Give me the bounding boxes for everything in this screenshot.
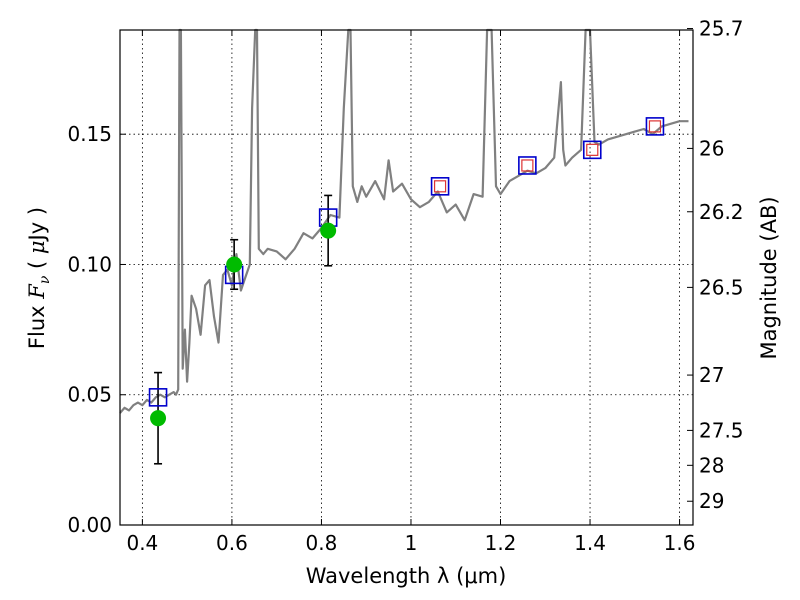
model-photometry-inner-square <box>586 143 599 156</box>
model-photometry-inner-square <box>648 120 662 133</box>
observed-flux-point <box>226 256 243 273</box>
plot-frame <box>119 29 694 526</box>
grid-lines <box>120 30 693 526</box>
x-tick-label: 1 <box>405 531 418 555</box>
y-axis-label-part: ν <box>37 275 53 284</box>
y-tick-label: 0.05 <box>67 383 112 407</box>
y2-axis-label: Magnitude (AB) <box>757 196 781 359</box>
y2-tick-label: 27.5 <box>699 418 744 442</box>
y2-tick-label: 29 <box>699 489 724 513</box>
y2-tick-label: 28 <box>699 453 724 477</box>
observed-flux-point <box>150 410 167 427</box>
model-photometry-inner-square <box>521 159 534 172</box>
y2-tick-label: 26.2 <box>699 200 744 224</box>
x-tick-label: 1.2 <box>485 531 517 555</box>
x-axis-label: Wavelength λ (μm) <box>306 564 507 588</box>
y-axis-label: Flux Fν ( μJy ) <box>25 207 53 349</box>
x-tick-label: 0.4 <box>126 531 158 555</box>
y-tick-label: 0.15 <box>67 122 112 146</box>
x-tick-label: 0.6 <box>216 531 248 555</box>
y-axis-label-part: F <box>25 283 49 300</box>
x-axis: 0.4 0.6 0.8 1 1.2 1.4 1.6 <box>126 30 695 555</box>
x-tick-label: 0.8 <box>306 531 338 555</box>
y-axis-label-part: Flux <box>25 299 49 349</box>
y-axis-right: 25.7 26 26.2 26.5 27 27.5 28 29 <box>687 17 744 513</box>
model-photometry-square <box>582 140 602 160</box>
y2-tick-label: 26 <box>699 136 724 160</box>
model-photometry-inner-square <box>433 180 447 193</box>
x-tick-label: 1.6 <box>664 531 696 555</box>
model-photometry-square <box>645 117 665 136</box>
y-tick-label: 0.10 <box>67 252 112 276</box>
y2-tick-label: 27 <box>699 363 724 387</box>
model-photometry-square <box>148 388 168 407</box>
model-photometry-square <box>430 177 450 196</box>
y2-tick-label: 26.5 <box>699 275 744 299</box>
photometry-points-layer <box>148 117 665 465</box>
observed-flux-point <box>320 222 337 239</box>
model-spectrum-layer <box>119 28 689 414</box>
x-tick-label: 1.4 <box>574 531 606 555</box>
model-photometry-square <box>518 156 537 175</box>
y-tick-label: 0.00 <box>67 513 112 537</box>
y-axis-left: 0.00 0.05 0.10 0.15 <box>67 122 126 537</box>
y-axis-label-part: Jy ) <box>25 207 49 243</box>
model-spectrum-line <box>119 28 689 414</box>
y2-tick-label: 25.7 <box>699 17 744 41</box>
y-axis-label-part: μ <box>25 240 49 254</box>
y-axis-label-part: ( <box>25 254 49 276</box>
